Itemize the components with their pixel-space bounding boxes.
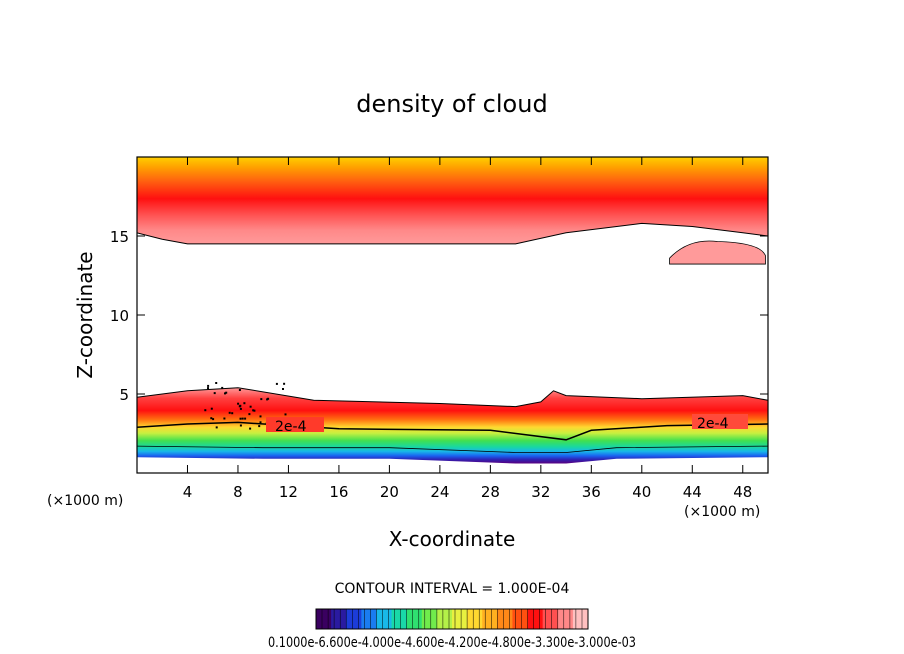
noise-speckle xyxy=(252,409,255,412)
colorbar-swatch xyxy=(421,609,438,629)
colorbar xyxy=(315,608,589,630)
noise-speckle xyxy=(223,417,226,420)
contour-interval: CONTOUR INTERVAL = 1.000E-04 xyxy=(335,581,570,597)
colorbar-labels: 0.1000e-6.600e-4.000e-4.600e-4.200e-4.80… xyxy=(268,635,636,651)
noise-speckle xyxy=(253,409,256,412)
plot-area xyxy=(137,157,768,473)
noise-speckle xyxy=(207,387,209,390)
contour-label-background-1 xyxy=(266,417,324,432)
upper-cloud-boundary xyxy=(137,222,768,245)
x-tick-label: 16 xyxy=(329,483,348,501)
x-tick-label: 40 xyxy=(632,483,651,501)
y-tick-label: 10 xyxy=(110,307,129,325)
noise-speckle xyxy=(239,407,242,410)
noise-speckle xyxy=(239,417,242,420)
x-tick-label: 8 xyxy=(233,483,243,501)
isolated-cloud-patch xyxy=(669,240,766,265)
noise-speckle xyxy=(244,417,247,420)
y-tick-label: 15 xyxy=(110,228,129,246)
noise-speckle xyxy=(282,388,284,390)
chart-title: density of cloud xyxy=(356,90,547,118)
noise-speckle xyxy=(249,427,252,430)
noise-speckle xyxy=(249,405,252,408)
noise-speckle xyxy=(210,407,213,410)
noise-speckle xyxy=(259,415,262,418)
y-tick-label: 5 xyxy=(119,386,129,404)
contour-cloud-base xyxy=(137,445,768,453)
noise-speckle xyxy=(239,424,242,427)
contour-label-background-2 xyxy=(692,414,748,429)
colorbar-swatch xyxy=(316,609,332,629)
contour-label-1: 2e-4 xyxy=(275,419,307,435)
noise-speckle xyxy=(224,392,226,395)
noise-speckle xyxy=(221,386,224,389)
noise-speckle xyxy=(213,392,216,395)
noise-speckle xyxy=(283,382,286,385)
x-tick-label: 24 xyxy=(430,483,449,501)
noise-speckle xyxy=(228,411,231,414)
x-tick-label: 20 xyxy=(380,483,399,501)
colorbar-swatch xyxy=(497,609,513,629)
noise-speckle xyxy=(238,389,241,391)
colorbar-swatch xyxy=(467,609,483,629)
contour-label-2: 2e-4 xyxy=(697,416,729,432)
noise-speckle xyxy=(238,405,241,408)
colorbar-swatch xyxy=(331,609,347,629)
colorbar-swatch xyxy=(391,609,408,629)
contour-2e-4 xyxy=(137,421,768,441)
noise-speckle xyxy=(215,426,218,429)
x-tick-label: 12 xyxy=(279,483,298,501)
x-tick-label: 48 xyxy=(733,483,752,501)
colorbar-swatch xyxy=(512,609,529,629)
noise-speckle xyxy=(231,412,234,415)
upper-cloud-layer xyxy=(137,157,768,244)
lower-cloud-boundary xyxy=(137,387,768,408)
noise-speckle xyxy=(207,384,210,387)
colorbar-swatch xyxy=(557,609,574,629)
noise-speckle xyxy=(225,391,228,394)
colorbar-swatch xyxy=(452,609,468,629)
colorbar-swatch xyxy=(572,609,589,629)
noise-speckle xyxy=(237,402,240,405)
colorbar-swatch xyxy=(346,609,362,629)
y-axis-ticks: 5 10 15 xyxy=(110,228,768,404)
noise-speckle xyxy=(204,409,207,412)
noise-speckle xyxy=(215,382,218,384)
colorbar-swatch xyxy=(527,609,544,629)
x-tick-label: 36 xyxy=(582,483,601,501)
noise-speckle xyxy=(258,425,261,428)
noise-speckle xyxy=(259,421,262,424)
noise-speckle xyxy=(275,382,278,385)
x-tick-label: 28 xyxy=(481,483,500,501)
colorbar-swatch xyxy=(406,609,423,629)
noise-speckle xyxy=(284,413,287,416)
noise-speckle xyxy=(243,402,246,405)
noise-speckle xyxy=(266,398,269,401)
colorbar-swatch xyxy=(482,609,498,629)
noise-speckle xyxy=(260,398,263,401)
colorbar-swatch xyxy=(436,609,453,629)
x-tick-label: 4 xyxy=(183,483,193,501)
colorbar-frame xyxy=(315,608,589,630)
y-axis-label: Z-coordinate xyxy=(73,251,97,378)
colorbar-swatch xyxy=(361,609,377,629)
x-axis-label: X-coordinate xyxy=(389,527,516,551)
noise-speckle xyxy=(210,417,213,420)
x-tick-label: 32 xyxy=(531,483,550,501)
lower-cloud-layer xyxy=(137,387,768,464)
colorbar-swatch xyxy=(376,609,393,629)
noise-speckle xyxy=(248,413,251,416)
noise-speckle xyxy=(212,418,215,421)
colorbar-swatch xyxy=(542,609,559,629)
x-axis-ticks: 4 8 12 16 20 24 28 32 36 40 44 48 xyxy=(183,157,752,501)
x-unit-left: (×1000 m) xyxy=(47,493,123,509)
noise-speckle xyxy=(241,417,244,420)
x-tick-label: 44 xyxy=(683,483,702,501)
x-unit-right: (×1000 m) xyxy=(684,504,760,520)
